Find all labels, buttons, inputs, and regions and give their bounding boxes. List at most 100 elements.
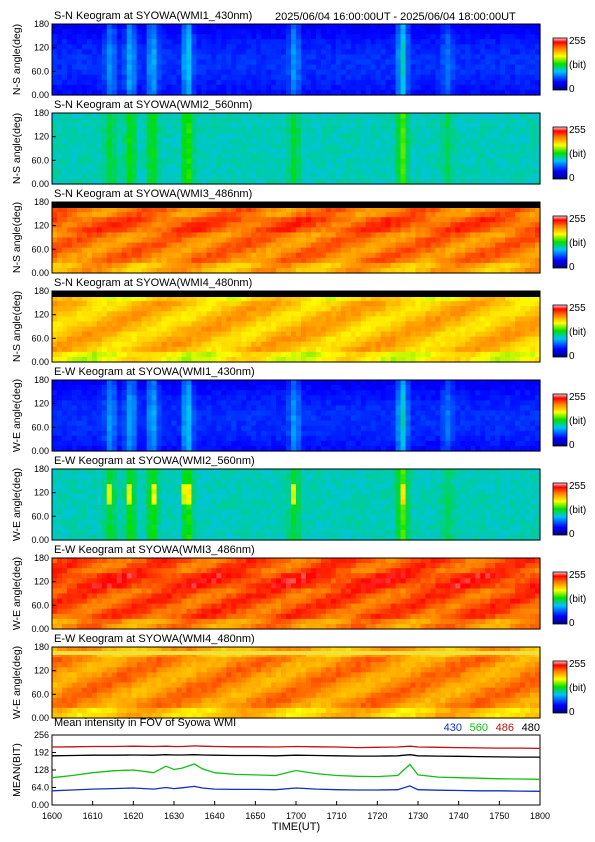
- heatmap-cell: [166, 331, 173, 338]
- heatmap-cell: [116, 173, 123, 180]
- heatmap-cell: [101, 138, 108, 145]
- heatmap-cell: [86, 346, 93, 353]
- heatmap-cell: [241, 34, 247, 40]
- heatmap-cell: [121, 79, 128, 86]
- heatmap-cell: [530, 24, 536, 30]
- heatmap-cell: [305, 262, 312, 269]
- heatmap-cell: [86, 207, 93, 213]
- heatmap-cell: [106, 123, 113, 129]
- heatmap-cell: [231, 301, 237, 307]
- heatmap-cell: [196, 138, 202, 145]
- heatmap-cell: [161, 326, 168, 333]
- colorbar-unit-label: (bit): [569, 238, 586, 249]
- heatmap-cell: [390, 163, 397, 170]
- heatmap-cell: [480, 39, 486, 45]
- heatmap-cell: [126, 158, 133, 165]
- y-tick-label: 120: [34, 132, 49, 142]
- heatmap-cell: [66, 262, 73, 269]
- heatmap-cell: [71, 321, 78, 328]
- heatmap-cell: [56, 168, 63, 175]
- heatmap-cell: [445, 133, 451, 139]
- heatmap-cell: [400, 242, 407, 249]
- heatmap-cell: [400, 178, 407, 185]
- heatmap-cell: [66, 247, 73, 254]
- heatmap-cell: [500, 113, 506, 119]
- keogram-top-band: [52, 202, 540, 208]
- heatmap-cell: [271, 222, 277, 228]
- heatmap-cell: [76, 257, 83, 264]
- heatmap-cell: [485, 143, 491, 150]
- heatmap-cell: [475, 178, 481, 185]
- heatmap-cell: [400, 74, 407, 81]
- heatmap-cell: [465, 163, 471, 170]
- heatmap-cell: [350, 49, 357, 56]
- heatmap-cell: [480, 29, 486, 35]
- heatmap-cell: [126, 24, 133, 30]
- heatmap-cell: [206, 301, 212, 307]
- heatmap-cell: [201, 143, 207, 150]
- heatmap-cell: [116, 59, 123, 66]
- heatmap-cell: [76, 74, 83, 81]
- keogram-title: S-N Keogram at SYOWA(WMI3_486nm): [54, 188, 252, 200]
- heatmap-cell: [261, 163, 267, 170]
- heatmap-cell: [156, 74, 163, 81]
- heatmap-cell: [315, 257, 322, 264]
- heatmap-cell: [276, 173, 282, 180]
- heatmap-cell: [475, 49, 481, 56]
- heatmap-cell: [86, 252, 93, 259]
- heatmap-cell: [166, 301, 173, 307]
- heatmap-cell: [71, 252, 78, 259]
- heatmap-cell: [460, 262, 466, 269]
- heatmap-cell: [286, 59, 292, 66]
- heatmap-cell: [340, 336, 347, 343]
- heatmap-cell: [256, 158, 262, 165]
- heatmap-cell: [515, 59, 521, 66]
- heatmap-cell: [390, 153, 397, 160]
- heatmap-cell: [251, 79, 257, 86]
- heatmap-cell: [515, 247, 521, 254]
- heatmap-cell: [425, 123, 432, 129]
- heatmap-cell: [171, 113, 178, 119]
- heatmap-cell: [271, 118, 277, 124]
- heatmap-cell: [81, 113, 88, 119]
- heatmap-cell: [106, 311, 113, 317]
- heatmap-cell: [305, 336, 312, 343]
- heatmap-cell: [315, 321, 322, 328]
- heatmap-cell: [76, 296, 83, 302]
- heatmap-cell: [335, 39, 342, 45]
- heatmap-cell: [86, 242, 93, 249]
- heatmap-cell: [420, 207, 427, 213]
- heatmap-cell: [96, 113, 103, 119]
- heatmap-cell: [415, 247, 422, 254]
- heatmap-cell: [520, 79, 526, 86]
- heatmap-cell: [340, 74, 347, 81]
- heatmap-cell: [241, 296, 247, 302]
- heatmap-cell: [445, 178, 451, 185]
- heatmap-cell: [146, 356, 153, 363]
- heatmap-cell: [271, 252, 277, 259]
- heatmap-cell: [56, 74, 63, 81]
- heatmap-cell: [370, 267, 377, 274]
- heatmap-cell: [91, 168, 98, 175]
- heatmap-cell: [256, 24, 262, 30]
- heatmap-cell: [201, 341, 207, 348]
- heatmap-cell: [455, 232, 461, 239]
- heatmap-cell: [425, 227, 432, 234]
- heatmap-cell: [121, 252, 128, 259]
- heatmap-cell: [400, 237, 407, 244]
- heatmap-cell: [330, 232, 337, 239]
- heatmap-cell: [151, 252, 158, 259]
- heatmap-cell: [450, 252, 456, 259]
- heatmap-cell: [330, 34, 337, 40]
- heatmap-cell: [485, 49, 491, 56]
- heatmap-cell: [286, 237, 292, 244]
- heatmap-cell: [71, 118, 78, 124]
- heatmap-cell: [196, 336, 202, 343]
- heatmap-cell: [310, 123, 317, 129]
- heatmap-cell: [146, 212, 153, 218]
- heatmap-cell: [430, 257, 437, 264]
- heatmap-cell: [305, 89, 312, 96]
- heatmap-cell: [405, 173, 412, 180]
- heatmap-cell: [111, 133, 118, 139]
- heatmap-cell: [490, 89, 496, 96]
